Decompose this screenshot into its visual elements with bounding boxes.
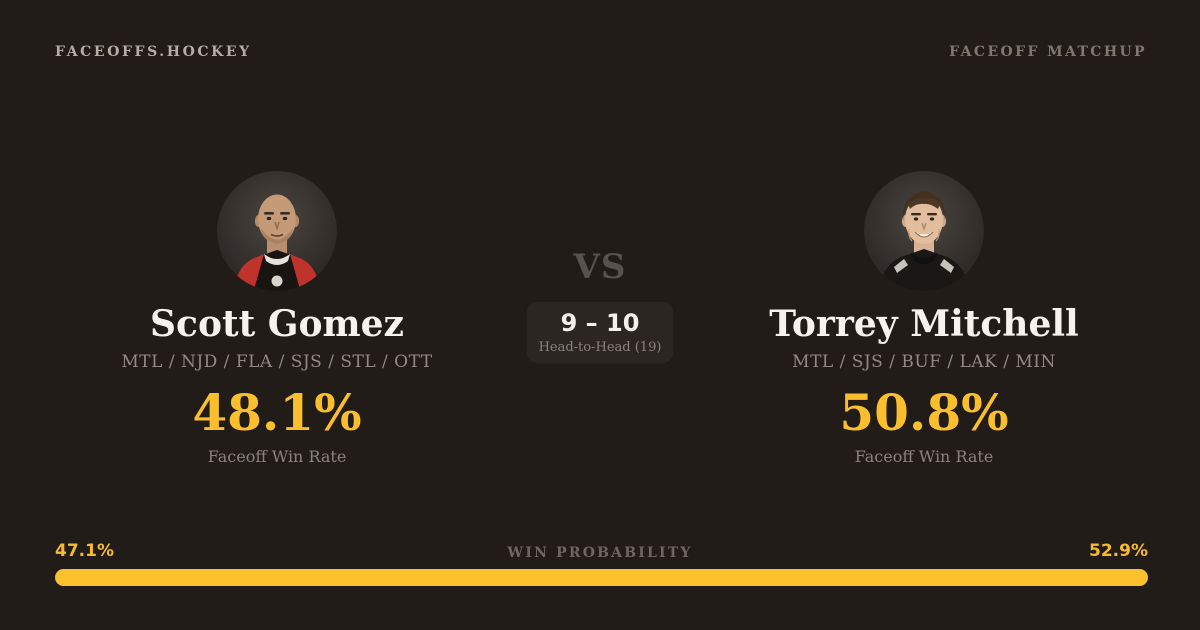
- player-win-rate-left: 48.1%: [192, 382, 362, 442]
- win-probability-bar-left-segment: [55, 569, 570, 586]
- player-teams-right: MTL / SJS / BUF / LAK / MIN: [792, 351, 1056, 372]
- win-probability-right-pct: 52.9%: [1089, 541, 1148, 561]
- player-win-rate-label-right: Faceoff Win Rate: [854, 446, 994, 466]
- vs-label: VS: [573, 247, 627, 287]
- head-to-head-box: 9 – 10 Head-to-Head (19): [527, 302, 673, 363]
- torrey-mitchell-headshot-icon: [864, 171, 984, 291]
- player-name-left: Scott Gomez: [150, 303, 404, 345]
- player-card-right: Torrey Mitchell MTL / SJS / BUF / LAK / …: [704, 171, 1144, 466]
- player-avatar-right: [864, 171, 984, 291]
- scott-gomez-headshot-icon: [217, 171, 337, 291]
- win-probability-bar: [55, 569, 1148, 586]
- player-card-left: Scott Gomez MTL / NJD / FLA / SJS / STL …: [57, 171, 497, 466]
- player-teams-left: MTL / NJD / FLA / SJS / STL / OTT: [121, 351, 433, 372]
- player-avatar-left: [217, 171, 337, 291]
- win-probability-bar-right-segment: [569, 569, 1148, 586]
- win-probability-left-pct: 47.1%: [55, 541, 114, 561]
- page-title: FACEOFF MATCHUP: [949, 44, 1147, 60]
- player-win-rate-label-left: Faceoff Win Rate: [207, 446, 347, 466]
- head-to-head-label: Head-to-Head (19): [538, 340, 662, 355]
- player-name-right: Torrey Mitchell: [769, 303, 1079, 345]
- win-probability-label: WIN PROBABILITY: [507, 545, 693, 561]
- player-win-rate-right: 50.8%: [839, 382, 1009, 442]
- site-brand: FACEOFFS.HOCKEY: [55, 44, 252, 60]
- head-to-head-score: 9 – 10: [560, 309, 640, 337]
